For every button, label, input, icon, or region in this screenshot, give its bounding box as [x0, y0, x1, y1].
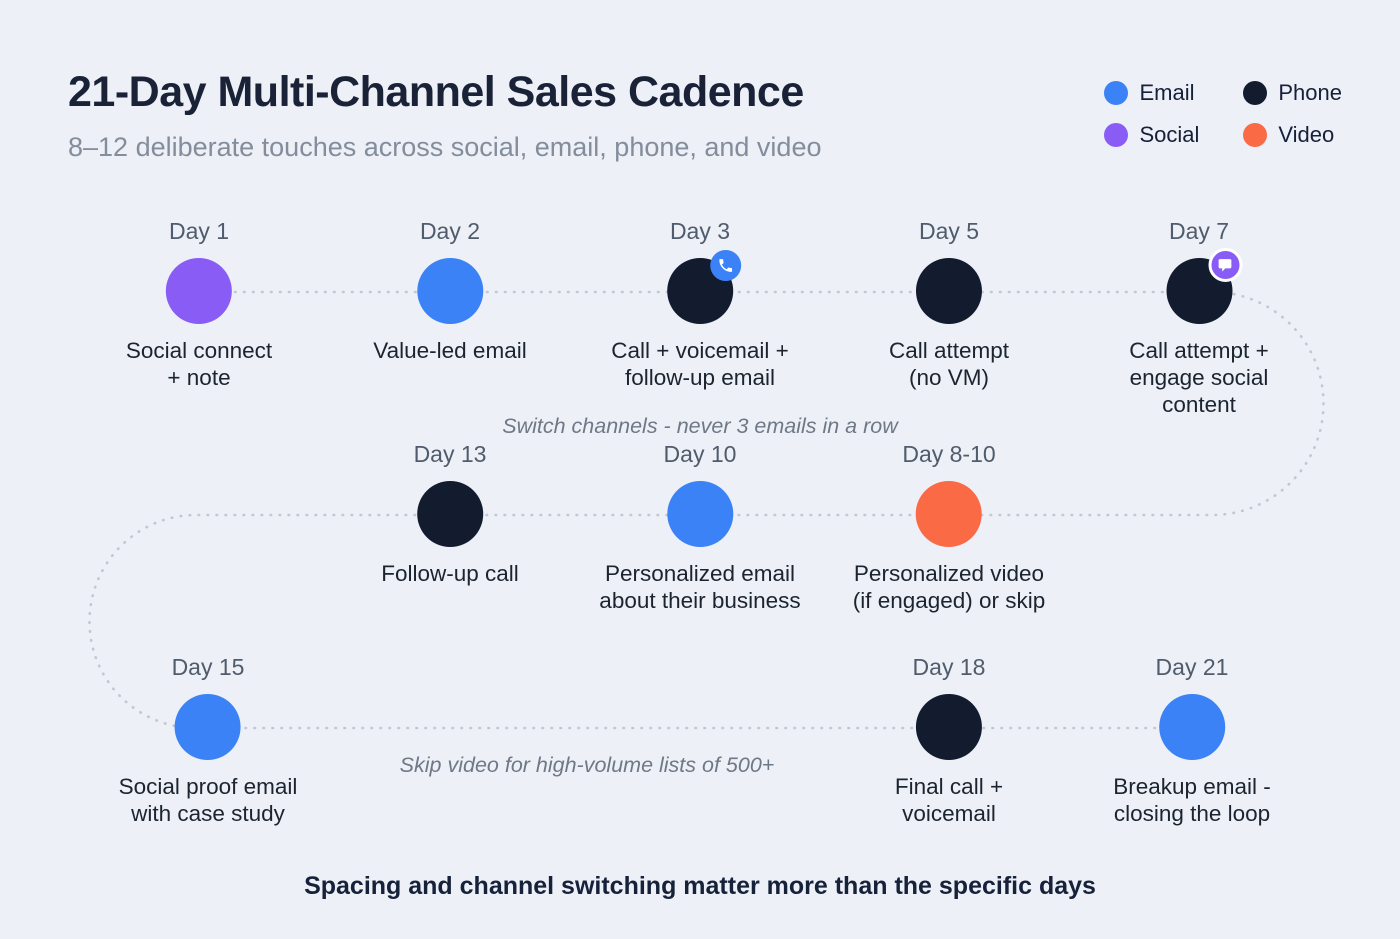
node-day-7: Day 7 Call attempt + engage social conte… [1099, 217, 1300, 418]
phone-dot-icon [1243, 81, 1268, 105]
node-day-3: Day 3 Call + voicemail + follow-up email [611, 217, 789, 391]
node-description: Call attempt + engage social content [1129, 338, 1269, 417]
node-description: Social connect + note [125, 338, 273, 390]
legend-item-social: Social [1104, 122, 1199, 148]
node-description: Breakup email - closing the loop [1113, 774, 1271, 826]
node-day-21: Day 21 Breakup email - closing the loop [1113, 653, 1271, 827]
social-channel-dot [166, 258, 232, 324]
day-label: Day 1 [168, 218, 230, 244]
video-dot-icon [1243, 123, 1268, 147]
legend-label: Phone [1278, 80, 1342, 105]
email-channel-dot [666, 481, 733, 547]
phone-channel-dot [916, 258, 982, 324]
day-label: Day 21 [1155, 654, 1229, 680]
email-channel-dot [416, 258, 483, 324]
annotation-switch-channels: Switch channels - never 3 emails in a ro… [502, 414, 898, 438]
node-description: Call attempt (no VM) [888, 338, 1010, 390]
node-description: Value-led email [373, 338, 527, 363]
node-description: Final call + voicemail [894, 774, 1004, 826]
social-dot-icon [1104, 123, 1129, 147]
node-day-2: Day 2 Value-led email [373, 217, 526, 364]
legend-label: Email [1139, 80, 1195, 105]
node-day-10: Day 10 Personalized email about their bu… [599, 440, 800, 614]
legend-label: Video [1278, 122, 1335, 147]
phone-call-icon [709, 250, 741, 281]
day-label: Day 3 [669, 218, 731, 244]
day-label: Day 7 [1168, 218, 1230, 244]
node-day-13: Day 13 Follow-up call [381, 440, 519, 587]
legend-label: Social [1139, 122, 1200, 147]
email-channel-dot [175, 694, 241, 760]
page-title: 21-Day Multi-Channel Sales Cadence [68, 68, 804, 116]
legend-item-email: Email [1104, 80, 1199, 106]
day-label: Day 18 [912, 654, 986, 680]
node-day-1: Day 1 Social connect + note [126, 217, 272, 391]
chat-bubble-icon [1208, 248, 1242, 282]
email-dot-icon [1104, 81, 1129, 105]
channel-legend: Email Phone Social Video [1104, 80, 1342, 148]
day-label: Day 15 [171, 654, 245, 680]
node-day-8-10: Day 8-10 Personalized video (if engaged)… [853, 440, 1046, 614]
phone-channel-dot [915, 694, 982, 760]
day-label: Day 2 [419, 218, 481, 244]
phone-channel-dot [417, 481, 483, 547]
legend-item-video: Video [1243, 122, 1342, 148]
node-description: Social proof email with case study [118, 774, 298, 826]
day-label: Day 8-10 [902, 441, 996, 467]
annotation-skip-video: Skip video for high-volume lists of 500+ [399, 753, 775, 777]
node-day-18: Day 18 Final call + voicemail [895, 653, 1003, 827]
node-description: Personalized video (if engaged) or skip [852, 561, 1046, 613]
footer-takeaway: Spacing and channel switching matter mor… [304, 872, 1096, 900]
node-day-5: Day 5 Call attempt (no VM) [889, 217, 1009, 391]
page-subtitle: 8–12 deliberate touches across social, e… [68, 132, 822, 162]
legend-item-phone: Phone [1243, 80, 1342, 106]
email-channel-dot [1158, 694, 1225, 760]
node-description: Personalized email about their business [599, 561, 801, 613]
video-channel-dot [915, 481, 982, 547]
day-label: Day 10 [663, 441, 737, 467]
node-day-15: Day 15 Social proof email with case stud… [119, 653, 298, 827]
day-label: Day 13 [413, 441, 487, 467]
node-description: Follow-up call [381, 561, 519, 586]
day-label: Day 5 [918, 218, 980, 244]
node-description: Call + voicemail + follow-up email [611, 338, 789, 390]
